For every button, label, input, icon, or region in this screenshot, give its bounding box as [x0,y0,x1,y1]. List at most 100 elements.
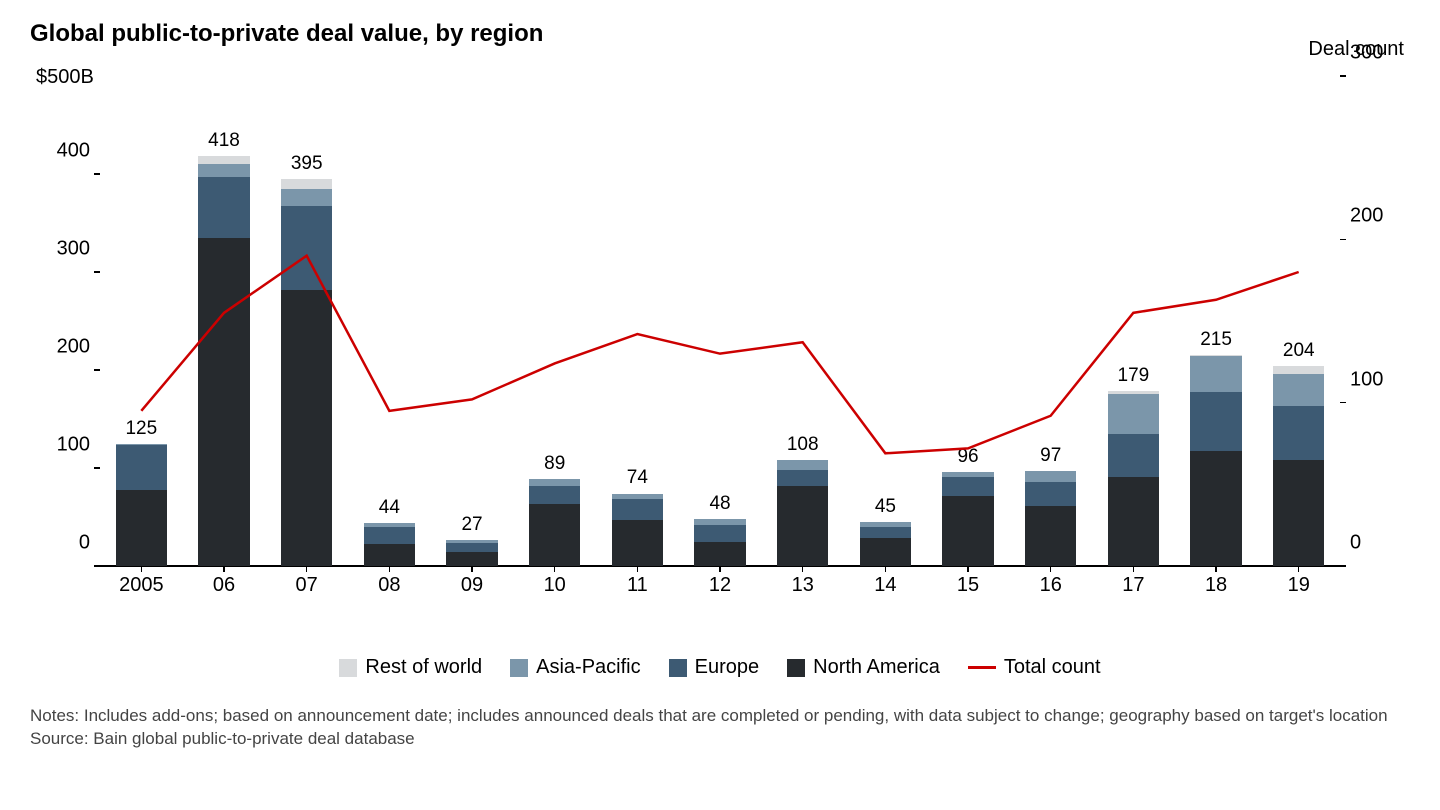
bar-segment [116,445,167,489]
bar-stack [942,472,993,566]
legend-label: North America [813,656,940,679]
x-tick-mark [141,566,143,572]
bar-stack [529,479,580,566]
bar-column: 89 [513,76,596,566]
bar-segment [942,477,993,497]
bar-segment [1190,392,1241,452]
x-axis-label: 15 [927,574,1010,597]
bar-segment [198,156,249,164]
x-axis-label: 12 [679,574,762,597]
bar-segment [364,544,415,566]
legend-item: Total count [968,656,1101,679]
y-right-tick-mark [1340,239,1346,241]
legend-item: Europe [669,656,760,679]
y-right-tick-label: 0 [1350,532,1361,555]
bar-segment [116,490,167,566]
bar-segment [281,179,332,189]
x-tick-mark [223,566,225,572]
x-tick-mark [885,566,887,572]
y-left-tick-mark [94,565,100,567]
y-left-tick-label: 200 [57,336,90,359]
bar-segment [1273,366,1324,374]
bar-column: 108 [761,76,844,566]
bar-column: 215 [1175,76,1258,566]
y-left-tick-label: 300 [57,238,90,261]
bar-stack [1190,355,1241,566]
bar-segment [281,290,332,566]
bar-value-label: 418 [183,130,266,152]
bar-value-label: 125 [100,418,183,440]
bar-segment [612,499,663,520]
bar-column: 74 [596,76,679,566]
bar-segment [198,177,249,238]
legend-label: Europe [695,656,760,679]
bar-segment [529,504,580,566]
legend-item: Rest of world [339,656,482,679]
bar-column: 395 [265,76,348,566]
bar-value-label: 179 [1092,365,1175,387]
x-axis-label: 13 [761,574,844,597]
y-right-tick-label: 200 [1350,205,1383,228]
x-tick-row [100,566,1340,572]
x-axis-label: 19 [1257,574,1340,597]
bar-segment [1108,434,1159,477]
bar-segment [1273,374,1324,406]
bar-stack [116,444,167,567]
bar-stack [694,519,745,566]
x-tick-mark [1298,566,1300,572]
bar-column: 125 [100,76,183,566]
bar-segment [1273,406,1324,460]
bars-container: 1254183954427897448108459697179215204 [100,76,1340,566]
legend-swatch [787,659,805,677]
y-right-tick-mark [1340,402,1346,404]
legend-swatch [510,659,528,677]
bar-stack [1025,471,1076,566]
y-right-tick-mark [1340,75,1346,77]
legend-item: North America [787,656,940,679]
footnotes: Notes: Includes add-ons; based on announ… [30,705,1410,751]
y-right-tick-mark [1340,565,1346,567]
x-axis-label: 18 [1175,574,1258,597]
legend-label: Rest of world [365,656,482,679]
bar-segment [942,496,993,566]
bar-segment [198,164,249,177]
x-axis-label: 16 [1009,574,1092,597]
x-tick-mark [967,566,969,572]
bar-value-label: 97 [1009,445,1092,467]
bar-value-label: 45 [844,496,927,518]
bar-segment [1108,477,1159,566]
bar-column: 45 [844,76,927,566]
legend-label: Total count [1004,656,1101,679]
y-right-tick-label: 300 [1350,42,1383,65]
y-left-tick-mark [94,173,100,175]
bar-value-label: 204 [1257,340,1340,362]
x-tick-mark [389,566,391,572]
y-right-tick-label: 100 [1350,368,1383,391]
bar-segment [777,460,828,470]
bar-stack [198,156,249,566]
bar-value-label: 96 [927,446,1010,468]
y-left-tick-label: 0 [79,532,90,555]
bar-column: 179 [1092,76,1175,566]
x-axis-label: 09 [431,574,514,597]
x-axis-label: 08 [348,574,431,597]
legend-line-swatch [968,666,996,669]
x-axis-label: 06 [183,574,266,597]
legend-swatch [669,659,687,677]
bar-value-label: 89 [513,453,596,475]
bar-stack [777,460,828,566]
bar-value-label: 74 [596,467,679,489]
bar-segment [612,520,663,566]
x-tick-mark [637,566,639,572]
y-left-tick-label: 400 [57,140,90,163]
bar-stack [281,179,332,566]
bar-value-label: 48 [679,493,762,515]
bar-column: 96 [927,76,1010,566]
x-tick-mark [554,566,556,572]
bar-segment [1025,471,1076,482]
bar-segment [364,527,415,545]
y-left-tick-mark [94,369,100,371]
bar-segment [860,538,911,566]
bar-stack [1108,391,1159,566]
x-tick-mark [1050,566,1052,572]
